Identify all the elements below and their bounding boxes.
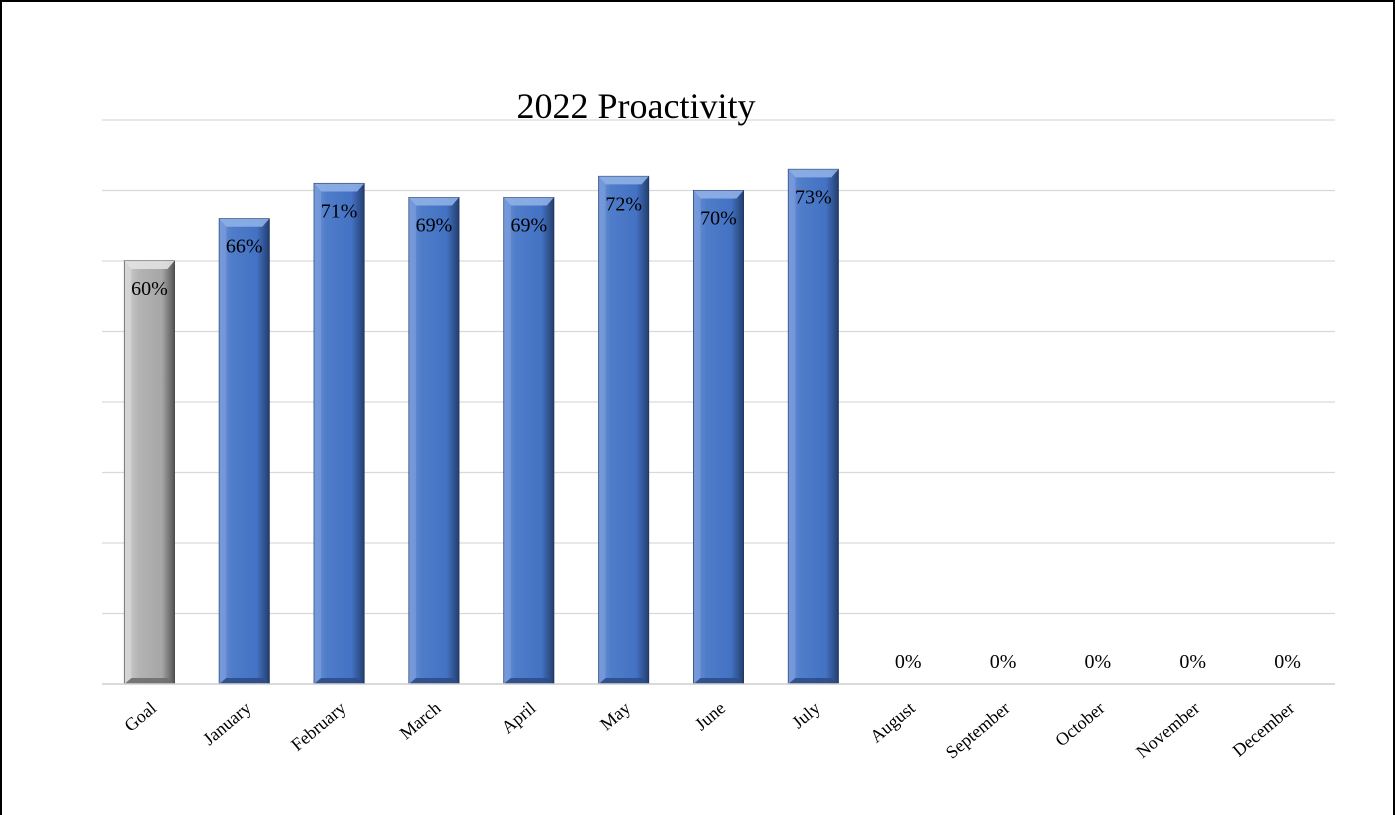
data-label: 73%: [795, 186, 832, 208]
bar-bevel-left: [503, 197, 511, 685]
x-tick-label: October: [1051, 698, 1108, 751]
bar-bevel-left: [124, 261, 132, 684]
bar-goal: [123, 260, 175, 685]
x-tick-label: Goal: [120, 698, 160, 736]
bar-body: [218, 218, 270, 685]
bar-bevel-left: [408, 197, 416, 685]
bar-body: [123, 260, 175, 685]
bar-bevel-top: [219, 218, 270, 227]
data-label: 71%: [321, 200, 358, 222]
bar-body: [787, 168, 839, 685]
x-tick-label: July: [788, 698, 824, 733]
data-label: 70%: [700, 208, 737, 230]
bar-bevel-bottom: [314, 678, 365, 684]
data-labels: 60% 66% 71% 69% 69% 72% 70% 73% 0% 0% 0% 0% 0%: [131, 186, 1301, 673]
bar-body: [598, 175, 650, 685]
x-tick-label: December: [1229, 698, 1299, 761]
data-label: 60%: [131, 278, 168, 300]
bar-bevel-bottom: [124, 678, 175, 684]
bars: [102, 168, 1335, 685]
data-label: 69%: [416, 215, 453, 237]
bar-bevel-top: [408, 197, 459, 206]
x-tick-label: September: [942, 698, 1014, 763]
bar-bevel-top: [503, 197, 554, 206]
bar-february: [313, 182, 365, 685]
bar-bevel-bottom: [408, 678, 459, 684]
x-axis-tick-labels: Goal January February March April May June July…: [120, 698, 1298, 763]
data-label: 0%: [1085, 651, 1112, 673]
bar-bevel-bottom: [693, 678, 744, 684]
bar-july: [787, 168, 839, 685]
bar-body: [408, 197, 460, 685]
bar-bevel-top: [693, 190, 744, 199]
bar-bevel-left: [788, 169, 796, 685]
chart-title: 2022 Proactivity: [517, 86, 756, 126]
bar-body: [503, 197, 555, 685]
x-tick-label: March: [396, 698, 445, 744]
x-tick-label: August: [866, 698, 919, 747]
x-tick-label: November: [1132, 698, 1203, 762]
data-label: 0%: [990, 651, 1017, 673]
bar-body: [693, 190, 744, 685]
bar-bevel-left: [314, 183, 322, 684]
bar-bevel-left: [598, 176, 606, 684]
bar-body: [313, 182, 365, 685]
bar-bevel-bottom: [503, 678, 554, 684]
bar-january: [218, 218, 270, 685]
bar-bevel-top: [598, 176, 649, 185]
x-tick-label: February: [287, 698, 350, 755]
x-tick-label: May: [596, 698, 634, 735]
x-tick-label: June: [691, 698, 729, 735]
x-tick-label: April: [497, 698, 539, 738]
bar-march: [408, 197, 460, 685]
data-label: 0%: [895, 651, 922, 673]
bar-bevel-bottom: [219, 678, 270, 684]
bar-bevel-top: [314, 183, 365, 192]
bar-bevel-top: [788, 169, 839, 178]
bar-april: [503, 197, 555, 685]
data-label: 0%: [1179, 651, 1206, 673]
data-label: 0%: [1274, 651, 1301, 673]
data-label: 72%: [605, 193, 642, 215]
bar-bevel-top: [124, 261, 175, 269]
bar-may: [598, 175, 650, 685]
bar-bevel-bottom: [598, 678, 649, 684]
bar-bevel-bottom: [788, 678, 839, 684]
x-tick-label: January: [199, 698, 255, 749]
bar-bevel-left: [693, 190, 701, 684]
bar-bevel-left: [219, 218, 227, 684]
bar-june: [693, 190, 744, 685]
data-label: 69%: [510, 215, 547, 237]
data-label: 66%: [226, 236, 263, 258]
